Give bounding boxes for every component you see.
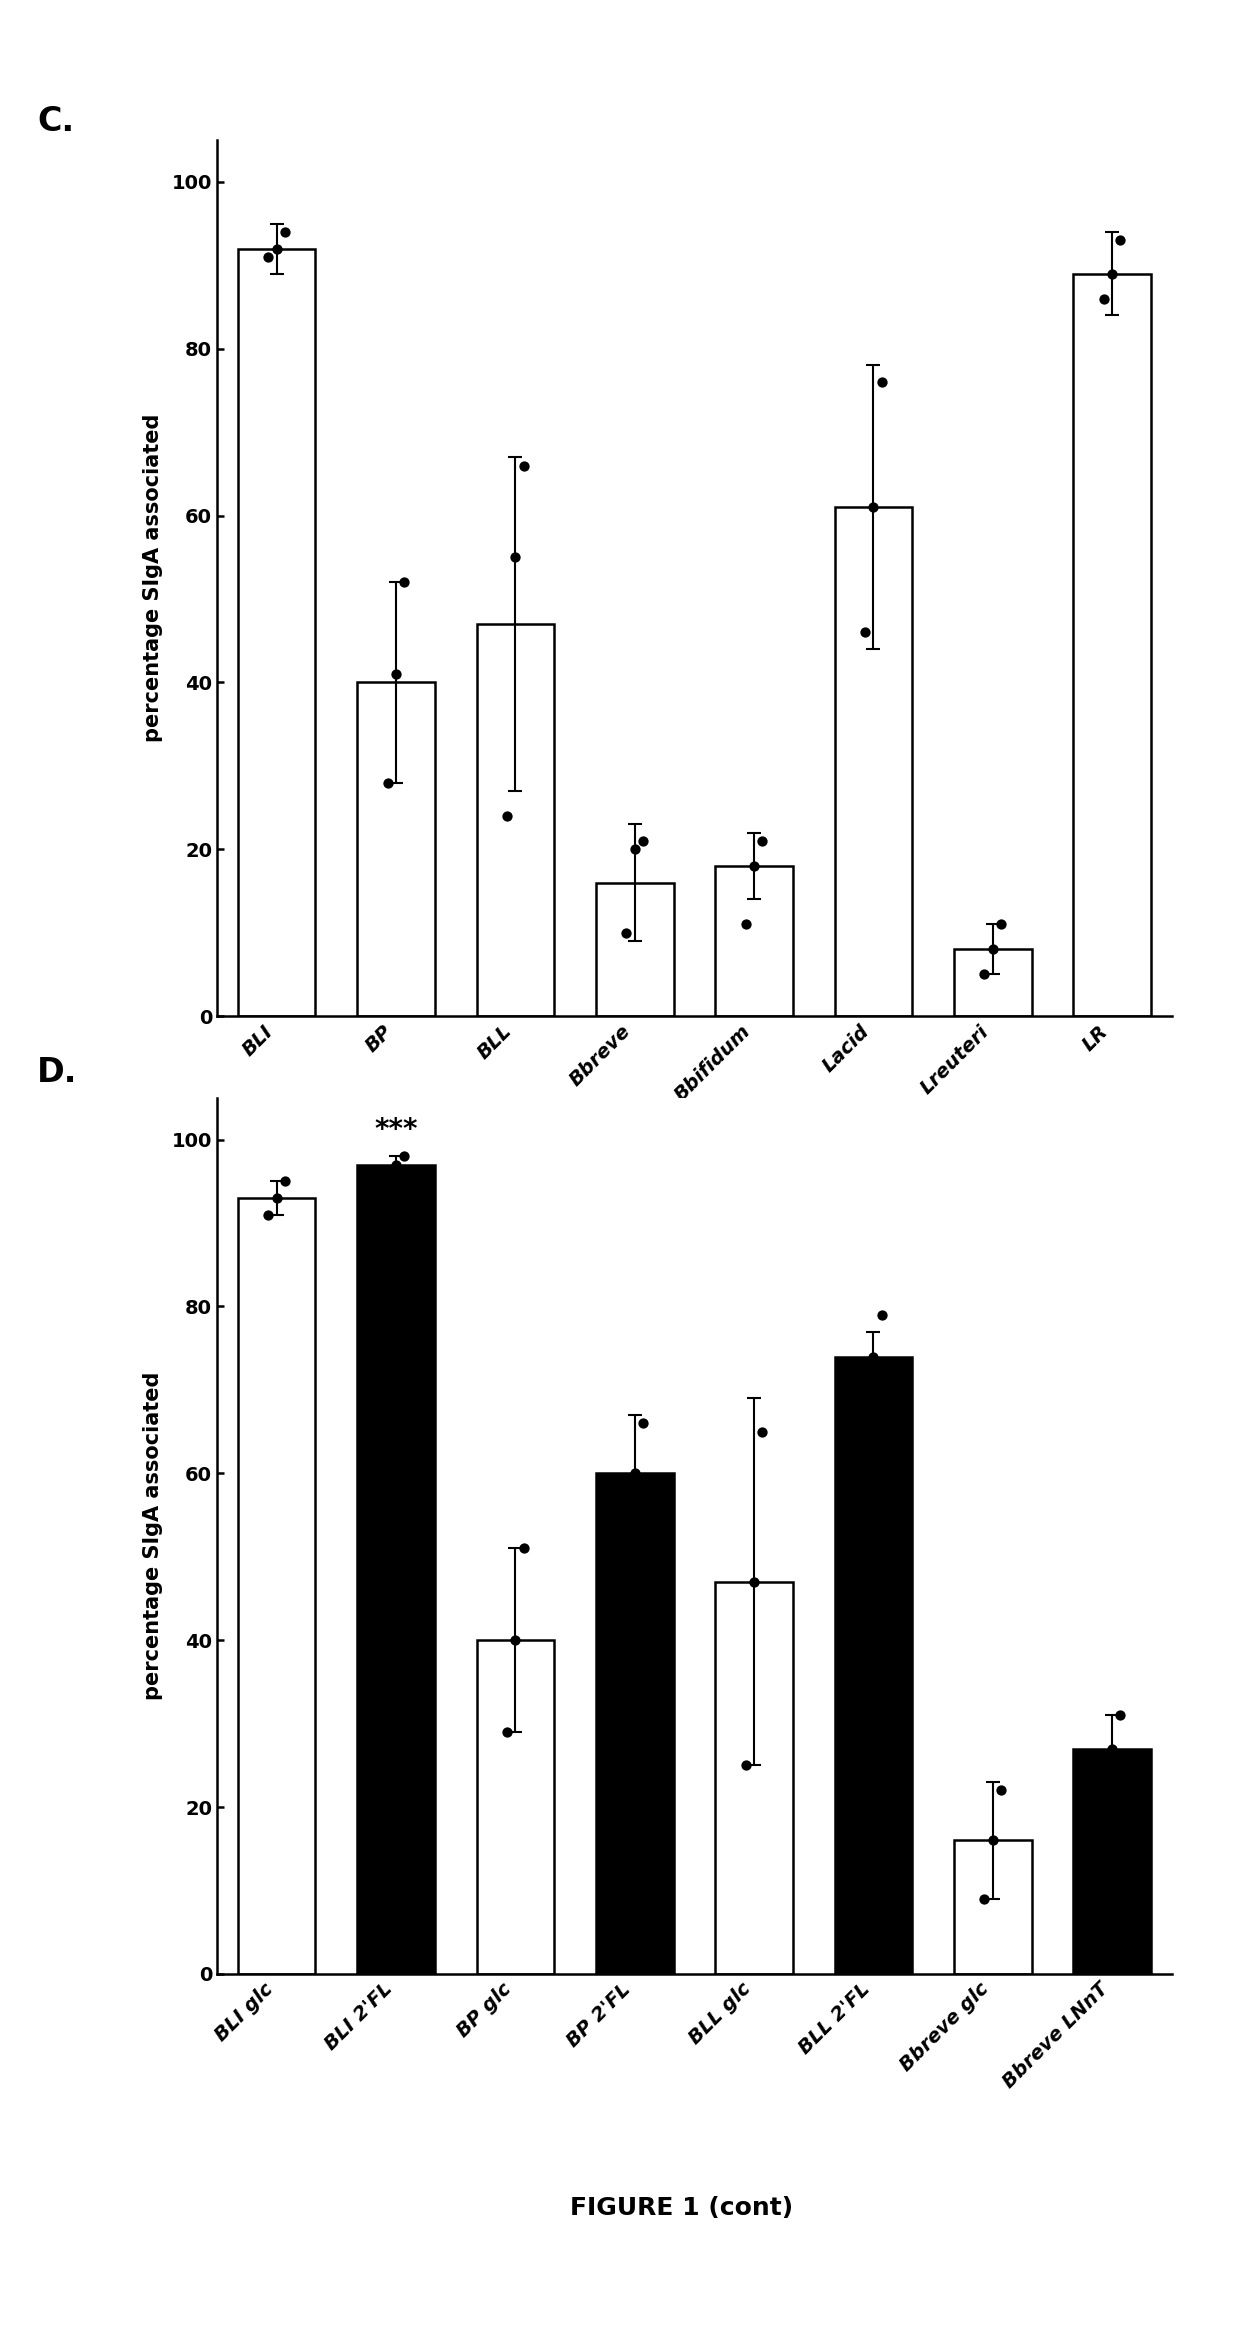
Text: C.: C. [37, 105, 74, 138]
Point [872, 1296, 892, 1334]
Point [267, 229, 286, 266]
Bar [1074, 273, 1151, 1016]
Point [625, 832, 645, 869]
Bar [596, 883, 673, 1016]
Point [744, 848, 764, 885]
Bar [357, 682, 435, 1016]
Bar [238, 248, 315, 1016]
Point [1111, 222, 1131, 259]
Point [744, 1563, 764, 1600]
Point [1094, 280, 1114, 318]
Bar [954, 948, 1032, 1016]
Point [513, 446, 533, 484]
Bar [476, 624, 554, 1016]
Point [513, 1530, 533, 1567]
Point [258, 1196, 278, 1233]
Point [275, 213, 295, 250]
Point [1094, 1764, 1114, 1801]
Point [872, 364, 892, 402]
Text: FIGURE 1 (cont): FIGURE 1 (cont) [570, 2196, 794, 2219]
Point [634, 822, 653, 860]
Point [991, 906, 1011, 944]
Bar [357, 1166, 435, 1974]
Y-axis label: percentage SIgA associated: percentage SIgA associated [144, 1371, 164, 1701]
Point [735, 906, 755, 944]
Point [735, 1747, 755, 1785]
Point [975, 1880, 994, 1918]
Point [634, 1404, 653, 1441]
Point [753, 1413, 773, 1451]
Bar [596, 1474, 673, 1974]
Text: ***: *** [374, 1117, 418, 1145]
Point [394, 563, 414, 600]
Point [863, 1339, 883, 1376]
Bar [238, 1198, 315, 1974]
Bar [715, 1581, 792, 1974]
Point [856, 1362, 875, 1399]
Point [386, 1147, 405, 1184]
Point [258, 238, 278, 276]
Point [753, 822, 773, 860]
Point [506, 1621, 526, 1659]
Bar [835, 1357, 913, 1974]
Point [856, 614, 875, 652]
Point [378, 764, 398, 801]
Point [378, 1154, 398, 1191]
Point [497, 1712, 517, 1750]
Text: D.: D. [37, 1056, 78, 1089]
Point [863, 488, 883, 526]
Point [497, 797, 517, 834]
Point [1102, 255, 1122, 292]
Y-axis label: percentage SIgA associated: percentage SIgA associated [144, 413, 164, 743]
Point [1102, 1731, 1122, 1768]
Bar [835, 507, 913, 1016]
Bar [1074, 1750, 1151, 1974]
Point [616, 913, 636, 951]
Point [991, 1771, 1011, 1808]
Point [275, 1163, 295, 1201]
Bar [954, 1841, 1032, 1974]
Bar [715, 867, 792, 1016]
Point [625, 1455, 645, 1493]
Point [1111, 1696, 1131, 1733]
Point [975, 955, 994, 993]
Point [983, 930, 1003, 967]
Point [386, 656, 405, 694]
Point [983, 1822, 1003, 1859]
Point [267, 1180, 286, 1217]
Point [506, 540, 526, 577]
Bar [476, 1640, 554, 1974]
Point [394, 1138, 414, 1175]
Point [616, 1497, 636, 1535]
